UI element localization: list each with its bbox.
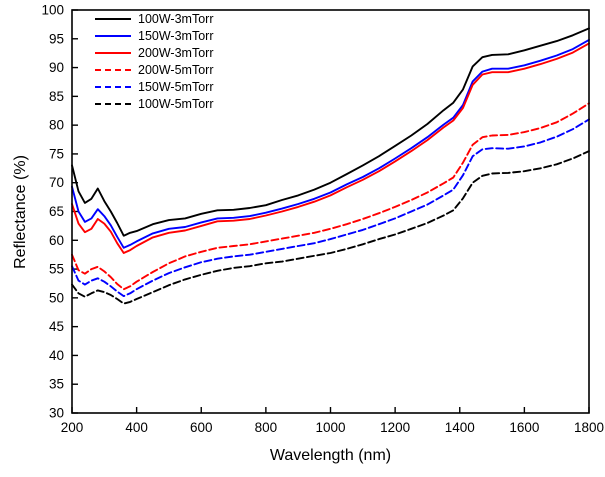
legend-label: 100W-3mTorr: [138, 12, 214, 26]
y-tick-label: 60: [49, 233, 64, 248]
legend-line-sample: [95, 103, 131, 105]
legend-line-sample: [95, 18, 131, 20]
legend: 100W-3mTorr 150W-3mTorr 200W-3mTorr 200W-5m…: [95, 12, 213, 111]
y-tick-label: 80: [49, 118, 64, 133]
y-tick-label: 100: [41, 3, 64, 18]
series-200W-5mTorr: [71, 102, 590, 291]
y-tick-label: 40: [49, 348, 64, 363]
x-tick-label: 1000: [315, 420, 345, 435]
y-tick-label: 35: [49, 377, 64, 392]
y-tick-label: 75: [49, 146, 64, 161]
legend-label: 150W-3mTorr: [138, 29, 214, 43]
legend-line-sample: [95, 86, 131, 88]
legend-item-200W-5mTorr: 200W-5mTorr: [95, 63, 213, 77]
plot-frame: [71, 9, 590, 414]
y-axis-title: Reflectance (%): [12, 155, 29, 269]
x-tick-label: 600: [190, 420, 213, 435]
x-tick-label: 1600: [509, 420, 539, 435]
series-200W-3mTorr: [71, 42, 590, 254]
legend-label: 200W-5mTorr: [138, 63, 214, 77]
legend-item-200W-3mTorr: 200W-3mTorr: [95, 46, 213, 60]
y-tick-label: 95: [49, 31, 64, 46]
legend-line-sample: [95, 35, 131, 37]
legend-item-100W-3mTorr: 100W-3mTorr: [95, 12, 213, 26]
legend-item-150W-5mTorr: 150W-5mTorr: [95, 80, 213, 94]
legend-item-150W-3mTorr: 150W-3mTorr: [95, 29, 213, 43]
legend-label: 150W-5mTorr: [138, 80, 214, 94]
legend-item-100W-5mTorr: 100W-5mTorr: [95, 97, 213, 111]
y-tick-label: 30: [49, 406, 64, 421]
x-tick-label: 400: [125, 420, 148, 435]
x-tick-label: 1800: [574, 420, 604, 435]
legend-label: 200W-3mTorr: [138, 46, 214, 60]
x-tick-label: 1200: [380, 420, 410, 435]
y-tick-label: 45: [49, 319, 64, 334]
series-150W-5mTorr: [71, 118, 590, 298]
y-tick-label: 50: [49, 290, 64, 305]
series-150W-3mTorr: [71, 38, 590, 249]
y-tick-label: 90: [49, 60, 64, 75]
series-100W-3mTorr: [71, 27, 590, 237]
legend-label: 100W-5mTorr: [138, 97, 214, 111]
x-axis-title: Wavelength (nm): [269, 447, 392, 464]
legend-line-sample: [95, 69, 131, 71]
y-tick-label: 55: [49, 262, 64, 277]
series-100W-5mTorr: [71, 150, 590, 305]
x-tick-label: 200: [61, 420, 84, 435]
x-tick-label: 1400: [445, 420, 475, 435]
y-tick-label: 85: [49, 89, 64, 104]
y-tick-label: 70: [49, 175, 64, 190]
y-tick-label: 65: [49, 204, 64, 219]
x-tick-label: 800: [255, 420, 278, 435]
legend-line-sample: [95, 52, 131, 54]
